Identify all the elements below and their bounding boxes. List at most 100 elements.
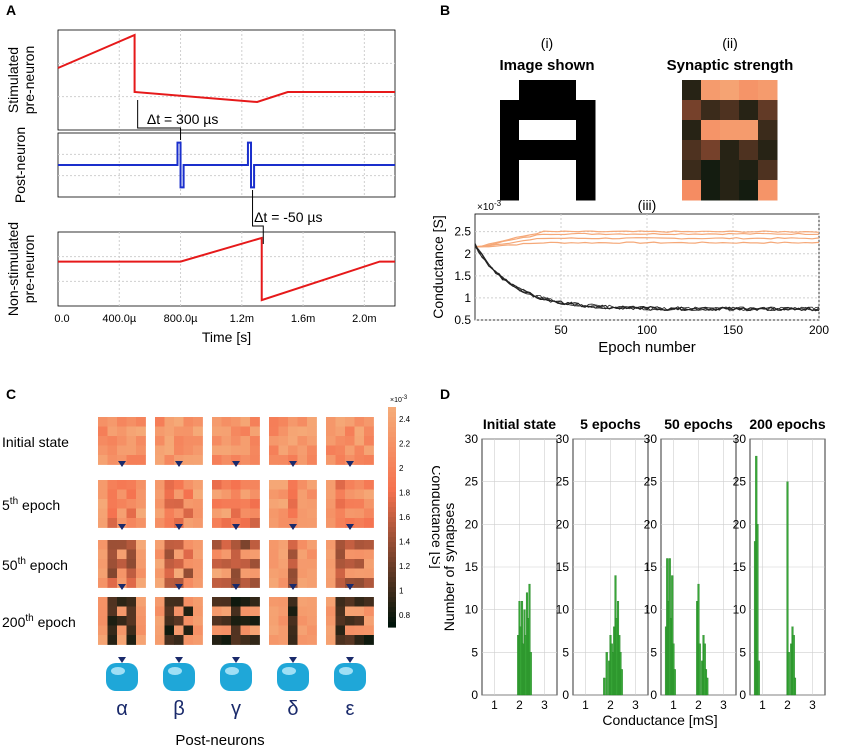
- c-cell: [221, 606, 232, 617]
- b-ii-cell: [739, 160, 759, 181]
- d-xtick: 2: [607, 698, 614, 712]
- c-cell: [307, 635, 317, 645]
- c-cell: [136, 480, 146, 490]
- b-i-cell: [576, 160, 596, 181]
- d-ytick: 20: [733, 517, 747, 531]
- c-cell: [193, 635, 203, 645]
- c-cell: [174, 489, 184, 500]
- b-ii-cell: [682, 120, 702, 141]
- c-cell: [345, 499, 355, 509]
- c-cell: [288, 417, 298, 427]
- c-cell: [278, 597, 289, 607]
- c-cell: [364, 578, 374, 588]
- c-colorbar-step: [388, 562, 396, 568]
- c-cell: [117, 445, 127, 456]
- b-iii-xtick: 200: [809, 323, 829, 337]
- c-cell: [164, 499, 175, 509]
- d-ytick: 25: [465, 475, 479, 489]
- c-arrow: [175, 657, 183, 663]
- b-i-subtitle: (i): [541, 35, 553, 51]
- c-colorbar-tick: 2.4: [399, 415, 411, 424]
- c-column-label: δ: [287, 698, 298, 720]
- b-i-cell: [500, 180, 520, 201]
- c-cell: [117, 508, 127, 519]
- c-cell: [164, 568, 175, 579]
- c-cell: [250, 455, 260, 465]
- a-trace-1: [58, 141, 395, 189]
- c-cell: [155, 597, 165, 607]
- c-cell: [98, 518, 108, 528]
- c-cell: [345, 625, 355, 636]
- c-cell: [231, 568, 241, 579]
- c-cell: [354, 489, 365, 500]
- b-iii-scale-exp: -3: [494, 199, 502, 208]
- c-cell: [174, 559, 184, 569]
- d-xtick: 3: [720, 698, 727, 712]
- b-iii-ytick: 1: [464, 291, 471, 305]
- d-ytick: 5: [739, 645, 746, 659]
- c-cell: [183, 578, 194, 588]
- c-cell: [240, 489, 251, 500]
- c-colorbar-step: [388, 522, 396, 528]
- b-i-cell: [557, 120, 577, 141]
- c-neuron-icon: [163, 663, 195, 691]
- c-cell: [307, 480, 317, 490]
- c-cell: [326, 540, 336, 550]
- d-ytick: 20: [644, 517, 658, 531]
- c-cell: [126, 606, 137, 617]
- b-i-cell: [519, 120, 539, 141]
- c-cell: [297, 445, 308, 456]
- d-ytick: 30: [733, 432, 747, 446]
- c-arrow: [175, 584, 183, 590]
- c-cell: [212, 489, 222, 500]
- c-cell: [221, 518, 232, 528]
- c-cell: [240, 625, 251, 636]
- d-ytick: 15: [556, 560, 570, 574]
- c-cell: [364, 540, 374, 550]
- c-row-label-suffix: epoch: [34, 614, 76, 630]
- d-bar: [792, 635, 795, 696]
- c-cell: [183, 417, 194, 427]
- c-cell: [250, 635, 260, 645]
- c-cell: [98, 480, 108, 490]
- c-cell: [136, 540, 146, 550]
- d-title-3: 200 epochs: [749, 416, 825, 432]
- c-cell: [278, 616, 289, 626]
- c-neuron-highlight: [225, 667, 239, 675]
- c-cell: [335, 445, 346, 456]
- d-ytick: 0: [650, 688, 657, 702]
- c-cell: [354, 635, 365, 645]
- c-cell: [231, 480, 241, 490]
- c-cell: [155, 606, 165, 617]
- c-cell: [326, 480, 336, 490]
- c-cell: [269, 417, 279, 427]
- c-cell: [107, 499, 118, 509]
- c-cell: [164, 625, 175, 636]
- c-arrow: [232, 461, 240, 467]
- b-i-cell: [519, 140, 539, 161]
- c-colorbar-scale-exp: -3: [402, 395, 408, 401]
- c-cell: [307, 417, 317, 427]
- c-cell: [164, 508, 175, 519]
- c-cell: [107, 616, 118, 626]
- c-cell: [364, 489, 374, 500]
- c-cell: [126, 417, 137, 427]
- a-xtick: 1.2m: [230, 313, 254, 325]
- a-xtick: 800.0µ: [164, 313, 199, 325]
- c-cell: [354, 606, 365, 617]
- a-ylabel-line: Non-stimulated: [5, 222, 21, 316]
- c-cell: [174, 578, 184, 588]
- c-cell: [240, 436, 251, 446]
- c-cell: [98, 568, 108, 579]
- c-cell: [98, 635, 108, 645]
- c-cell: [288, 549, 298, 560]
- c-cell: [240, 499, 251, 509]
- c-colorbar-step: [388, 437, 396, 443]
- c-cell: [345, 616, 355, 626]
- c-cell: [326, 568, 336, 579]
- b-iii-xtick: 50: [554, 323, 568, 337]
- d-ytick: 30: [644, 432, 658, 446]
- c-cell: [288, 568, 298, 579]
- b-i-cell: [557, 160, 577, 181]
- c-cell: [269, 499, 279, 509]
